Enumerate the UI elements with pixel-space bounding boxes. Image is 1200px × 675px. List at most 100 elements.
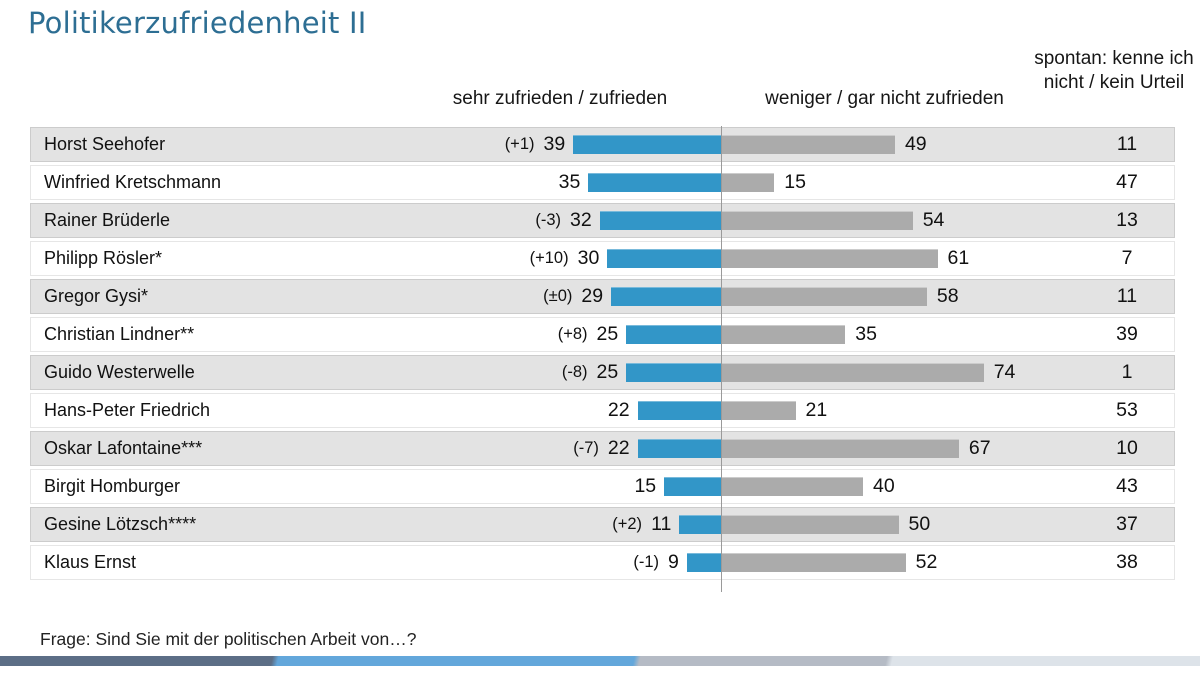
not-satisfied-value: 54 — [922, 209, 945, 231]
not-satisfied-bar — [721, 515, 899, 534]
satisfied-bar — [573, 135, 721, 154]
chart-row: Gregor Gysi* (±0) 29 58 11 — [30, 279, 1175, 314]
satisfied-value: 11 — [651, 513, 672, 535]
satisfied-bar — [626, 363, 721, 382]
delta-label: (+8) — [557, 325, 588, 343]
chart-row: Klaus Ernst (-1) 9 52 38 — [30, 545, 1175, 580]
not-satisfied-value: 35 — [855, 323, 877, 345]
not-satisfied-value: 67 — [968, 437, 991, 459]
not-satisfied-value: 49 — [904, 133, 927, 155]
not-satisfied-bar — [721, 553, 906, 572]
satisfied-value: 25 — [596, 361, 619, 383]
delta-label: (+1) — [504, 135, 535, 153]
footer-decoration-bar — [0, 656, 1200, 666]
chart-row: Horst Seehofer (+1) 39 49 11 — [30, 127, 1175, 162]
politician-name: Klaus Ernst — [44, 552, 137, 572]
chart-row: Guido Westerwelle (-8) 25 74 1 — [30, 355, 1175, 390]
not-satisfied-bar — [721, 401, 796, 420]
not-satisfied-zone: 74 — [721, 356, 1080, 389]
satisfied-bar — [607, 249, 721, 268]
not-satisfied-bar — [721, 325, 846, 344]
satisfied-bar — [686, 553, 721, 572]
not-satisfied-bar — [721, 135, 895, 154]
satisfied-value: 39 — [543, 133, 566, 155]
no-opinion-value: 43 — [1116, 475, 1138, 497]
not-satisfied-bar — [721, 363, 984, 382]
satisfied-zone: (±0) 29 — [401, 280, 721, 313]
not-satisfied-value: 74 — [993, 361, 1016, 383]
not-satisfied-bar — [721, 249, 938, 268]
politician-name: Birgit Homburger — [44, 476, 181, 496]
not-satisfied-zone: 35 — [721, 318, 1080, 351]
not-satisfied-value: 21 — [805, 399, 828, 421]
no-opinion-value: 37 — [1116, 513, 1138, 535]
chart-row: Birgit Homburger 15 40 43 — [30, 469, 1175, 504]
satisfied-value: 30 — [577, 247, 600, 269]
no-opinion-value: 53 — [1116, 399, 1138, 421]
politician-name: Oskar Lafontaine*** — [44, 438, 203, 458]
no-opinion-value: 13 — [1116, 209, 1138, 231]
satisfied-zone: (-8) 25 — [401, 356, 721, 389]
delta-label: (-3) — [535, 211, 562, 229]
satisfied-bar — [664, 477, 721, 496]
not-satisfied-zone: 15 — [721, 166, 1080, 199]
satisfied-value: 35 — [558, 171, 581, 193]
not-satisfied-value: 50 — [908, 513, 931, 535]
satisfied-zone: (-3) 32 — [401, 204, 721, 237]
satisfied-bar — [599, 211, 721, 230]
politician-name: Gesine Lötzsch**** — [44, 514, 197, 534]
satisfied-zone: 15 — [401, 470, 721, 503]
column-header-no-opinion: spontan: kenne ich nicht / kein Urteil — [1034, 48, 1194, 93]
satisfied-bar — [611, 287, 721, 306]
column-header-not-satisfied: weniger / gar nicht zufrieden — [765, 88, 1004, 109]
politician-name: Gregor Gysi* — [44, 286, 149, 306]
delta-label: (-1) — [633, 553, 660, 571]
politician-name: Guido Westerwelle — [44, 362, 195, 382]
satisfied-zone: (+1) 39 — [401, 128, 721, 161]
satisfied-zone: (+8) 25 — [401, 318, 721, 351]
not-satisfied-zone: 54 — [721, 204, 1080, 237]
no-opinion-value: 11 — [1116, 285, 1138, 307]
not-satisfied-zone: 49 — [721, 128, 1080, 161]
not-satisfied-zone: 50 — [721, 508, 1080, 541]
satisfied-bar — [637, 439, 721, 458]
politician-name: Hans-Peter Friedrich — [44, 400, 211, 420]
center-divider-line — [721, 126, 722, 592]
delta-label: (+10) — [529, 249, 569, 267]
chart-row: Christian Lindner** (+8) 25 35 39 — [30, 317, 1175, 352]
satisfied-value: 25 — [596, 323, 619, 345]
chart-row: Hans-Peter Friedrich 22 21 53 — [30, 393, 1175, 428]
not-satisfied-zone: 52 — [721, 546, 1080, 579]
no-opinion-value: 47 — [1116, 171, 1138, 193]
satisfied-value: 15 — [634, 475, 657, 497]
chart-row: Winfried Kretschmann 35 15 47 — [30, 165, 1175, 200]
no-opinion-value: 39 — [1116, 323, 1138, 345]
not-satisfied-bar — [721, 287, 927, 306]
not-satisfied-zone: 67 — [721, 432, 1080, 465]
politician-name: Horst Seehofer — [44, 134, 166, 154]
not-satisfied-bar — [721, 439, 959, 458]
satisfied-zone: (+10) 30 — [401, 242, 721, 275]
not-satisfied-value: 61 — [947, 247, 970, 269]
satisfied-value: 9 — [668, 551, 679, 573]
not-satisfied-bar — [721, 173, 775, 192]
no-opinion-value: 1 — [1121, 361, 1133, 383]
satisfied-bar — [588, 173, 721, 192]
not-satisfied-bar — [721, 211, 913, 230]
no-opinion-value: 7 — [1121, 247, 1133, 269]
satisfied-value: 22 — [607, 399, 630, 421]
satisfied-zone: (-7) 22 — [401, 432, 721, 465]
chart-row: Oskar Lafontaine*** (-7) 22 67 10 — [30, 431, 1175, 466]
delta-label: (-8) — [561, 363, 588, 381]
satisfied-zone: 22 — [401, 394, 721, 427]
not-satisfied-value: 52 — [915, 551, 938, 573]
no-opinion-value: 11 — [1116, 133, 1138, 155]
satisfied-bar — [679, 515, 721, 534]
chart-row: Gesine Lötzsch**** (+2) 11 50 37 — [30, 507, 1175, 542]
not-satisfied-bar — [721, 477, 863, 496]
not-satisfied-value: 40 — [873, 475, 895, 497]
politician-name: Rainer Brüderle — [44, 210, 171, 230]
footer-question: Frage: Sind Sie mit der politischen Arbe… — [40, 629, 417, 649]
satisfied-zone: (-1) 9 — [401, 546, 721, 579]
politician-name: Winfried Kretschmann — [44, 172, 222, 192]
